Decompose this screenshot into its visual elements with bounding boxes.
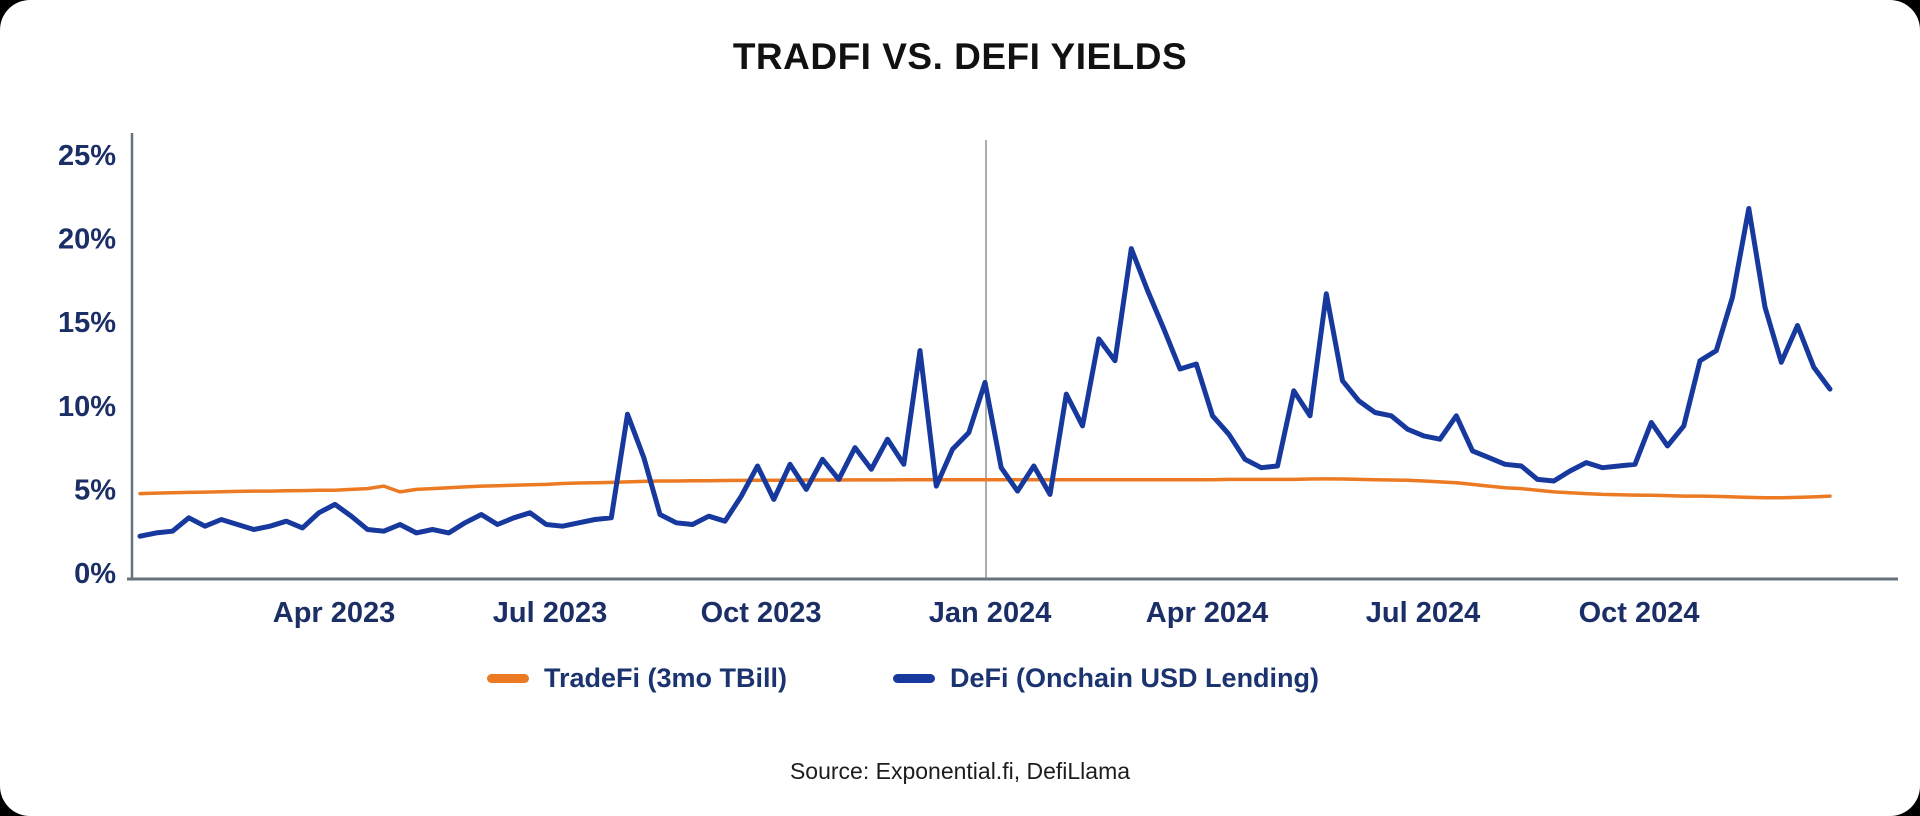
y-tick-label: 25%	[58, 140, 116, 172]
chart-legend: TradeFi (3mo TBill) DeFi (Onchain USD Le…	[487, 663, 1319, 694]
x-tick-label: Jul 2024	[1366, 597, 1480, 629]
y-tick-label: 20%	[58, 224, 116, 256]
defi-series-line	[137, 206, 1833, 539]
x-tick-label: Oct 2023	[701, 597, 822, 629]
tradefi-line-swatch	[487, 674, 529, 683]
source-attribution: Source: Exponential.fi, DefiLlama	[789, 758, 1131, 784]
y-tick-label: 5%	[74, 474, 116, 506]
y-tick-label: 0%	[74, 558, 116, 590]
defi-legend-label: DeFi (Onchain USD Lending)	[950, 663, 1320, 693]
x-tick-label: Apr 2024	[1146, 597, 1269, 629]
x-tick-label: Jan 2024	[929, 597, 1052, 629]
defi-line-swatch	[893, 674, 936, 683]
y-tick-label: 10%	[58, 391, 116, 423]
y-tick-label: 15%	[58, 307, 116, 339]
x-tick-label: Oct 2024	[1579, 597, 1700, 629]
tradefi-legend-label: TradeFi (3mo TBill)	[544, 663, 788, 693]
legend-item-defi: DeFi (Onchain USD Lending)	[893, 663, 1319, 694]
legend-item-tradefi: TradeFi (3mo TBill)	[487, 663, 787, 694]
x-tick-label: Jul 2023	[493, 597, 607, 629]
x-tick-label: Apr 2023	[273, 597, 396, 629]
chart-title: TRADFI VS. DEFI YIELDS	[732, 36, 1188, 77]
tradefi-series-line	[138, 477, 1832, 500]
